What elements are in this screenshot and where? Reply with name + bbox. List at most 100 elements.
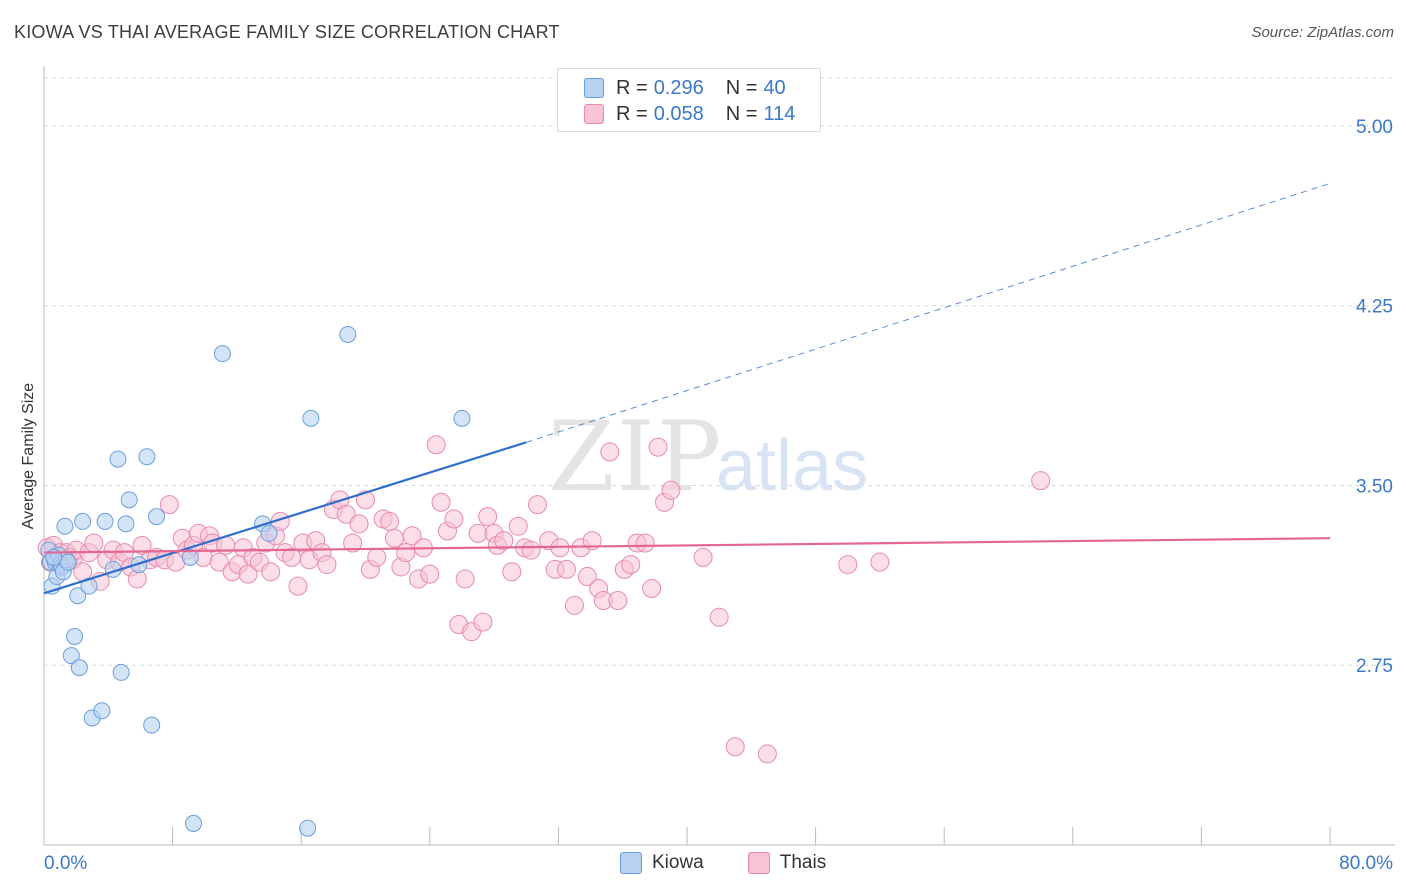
kiowa-point bbox=[453, 409, 471, 427]
kiowa-point bbox=[120, 491, 138, 509]
kiowa-point bbox=[117, 515, 135, 533]
kiowa-point bbox=[213, 345, 231, 363]
thai-point bbox=[288, 576, 308, 596]
kiowa-point bbox=[302, 409, 320, 427]
thai-point bbox=[455, 569, 475, 589]
y-axis-label: Average Family Size bbox=[20, 382, 37, 530]
y-tick-label: 5.00 bbox=[1356, 117, 1393, 138]
kiowa-trend-line bbox=[43, 441, 527, 595]
thai-point bbox=[367, 547, 387, 567]
thai-point bbox=[528, 495, 548, 515]
kiowa-point bbox=[66, 627, 84, 645]
thai-point bbox=[642, 579, 662, 599]
thai-point bbox=[343, 533, 363, 553]
thai-point bbox=[132, 535, 152, 555]
thai-point bbox=[426, 435, 446, 455]
thai-point bbox=[317, 555, 337, 575]
kiowa-r-value: 0.296 bbox=[653, 76, 704, 99]
thai-point bbox=[582, 531, 602, 551]
thai-legend-swatch bbox=[747, 852, 770, 874]
kiowa-point bbox=[69, 587, 87, 605]
thai-point bbox=[349, 514, 369, 534]
thai-points bbox=[37, 435, 1051, 764]
kiowa-point bbox=[181, 548, 199, 566]
watermark-zip: ZIP bbox=[548, 401, 723, 513]
thai-point bbox=[608, 591, 628, 611]
thai-point bbox=[725, 737, 745, 757]
kiowa-point bbox=[70, 659, 88, 677]
thai-point bbox=[635, 533, 655, 553]
series-legend: Kiowa Thais bbox=[620, 852, 826, 874]
thai-point bbox=[600, 442, 620, 462]
thai-point bbox=[693, 547, 713, 567]
thai-point bbox=[473, 612, 493, 632]
kiowa-point bbox=[74, 512, 92, 530]
kiowa-swatch bbox=[584, 78, 604, 98]
chart-title: KIOWA VS THAI AVERAGE FAMILY SIZE CORREL… bbox=[14, 22, 560, 42]
thai-point bbox=[159, 495, 179, 515]
kiowa-point bbox=[96, 512, 114, 530]
watermark-atlas: atlas bbox=[716, 426, 868, 506]
thai-point bbox=[621, 555, 641, 575]
kiowa-point bbox=[138, 448, 156, 466]
thai-point bbox=[84, 533, 104, 553]
thai-point bbox=[564, 595, 584, 615]
thai-n-value: 114 bbox=[763, 102, 796, 125]
thai-point bbox=[838, 555, 858, 575]
thai-point bbox=[468, 523, 488, 543]
kiowa-r-label: R = bbox=[616, 76, 648, 99]
kiowa-point bbox=[260, 524, 278, 542]
thai-point bbox=[420, 564, 440, 584]
kiowa-point bbox=[59, 553, 77, 571]
trend-lines bbox=[43, 182, 1331, 595]
kiowa-point bbox=[339, 325, 357, 343]
legend-row-kiowa: R = 0.296 N = 40 bbox=[584, 76, 786, 100]
kiowa-n-value: 40 bbox=[763, 76, 786, 99]
thai-point bbox=[757, 744, 777, 764]
kiowa-point bbox=[184, 814, 202, 832]
thai-r-value: 0.058 bbox=[653, 102, 704, 125]
thai-n-label: N = bbox=[725, 102, 758, 125]
source-credit: Source: ZipAtlas.com bbox=[1251, 24, 1394, 41]
thai-point bbox=[356, 490, 375, 510]
thai-point bbox=[209, 552, 229, 572]
legend-row-thai: R = 0.058 N = 114 bbox=[584, 102, 795, 126]
thai-point bbox=[521, 540, 541, 560]
thai-point bbox=[336, 504, 356, 524]
kiowa-point bbox=[299, 819, 317, 837]
kiowa-point bbox=[62, 647, 80, 665]
thai-point bbox=[577, 567, 597, 587]
kiowa-legend-label: Kiowa bbox=[652, 852, 704, 873]
thai-point bbox=[478, 507, 498, 527]
kiowa-point bbox=[56, 517, 74, 535]
kiowa-point bbox=[112, 663, 130, 681]
thai-point bbox=[709, 607, 729, 627]
thai-point bbox=[1031, 471, 1051, 491]
kiowa-point bbox=[148, 508, 166, 526]
y-tick-label: 2.75 bbox=[1356, 656, 1393, 677]
kiowa-point bbox=[109, 450, 127, 468]
watermark: ZIP atlas bbox=[548, 401, 868, 513]
thai-point bbox=[556, 559, 576, 579]
x-tick-label-max: 80.0% bbox=[1339, 853, 1393, 874]
thai-point bbox=[494, 531, 514, 551]
thai-swatch bbox=[584, 104, 604, 124]
thai-legend-label: Thais bbox=[779, 852, 827, 873]
thai-point bbox=[648, 437, 668, 457]
thai-point bbox=[261, 562, 281, 582]
kiowa-legend-swatch bbox=[620, 852, 642, 874]
thai-point bbox=[661, 480, 681, 500]
y-tick-label: 3.50 bbox=[1356, 476, 1393, 497]
thai-trend-line bbox=[43, 537, 1331, 554]
y-tick-label: 4.25 bbox=[1356, 297, 1393, 318]
thai-point bbox=[380, 511, 400, 531]
thai-point bbox=[431, 492, 451, 512]
tick-labels: 2.75 3.50 4.25 5.00 0.0% 80.0% bbox=[44, 117, 1393, 874]
x-tick-label-min: 0.0% bbox=[44, 853, 87, 874]
thai-point bbox=[402, 526, 422, 546]
thai-point bbox=[508, 516, 528, 536]
thai-point bbox=[502, 562, 522, 582]
kiowa-n-label: N = bbox=[725, 76, 758, 99]
kiowa-point bbox=[143, 716, 161, 734]
